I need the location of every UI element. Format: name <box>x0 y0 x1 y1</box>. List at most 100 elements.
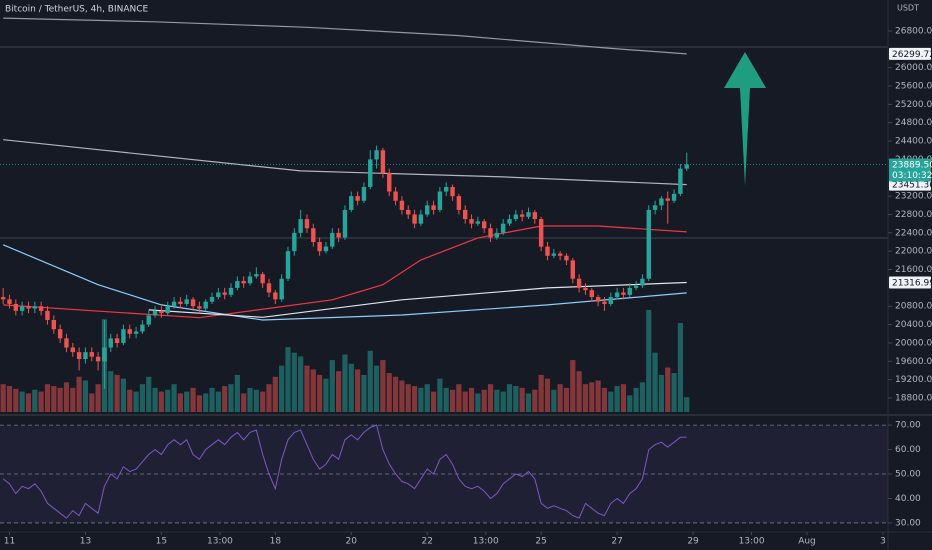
volume-bar <box>481 389 487 412</box>
volume-bar <box>506 384 513 412</box>
candle-body <box>83 352 88 360</box>
y-tick-label: 25600.00 <box>895 82 932 92</box>
candle-body <box>418 214 424 224</box>
candle-body <box>463 209 468 220</box>
volume-bar <box>184 391 190 412</box>
x-tick-label: 22 <box>422 537 433 547</box>
candle-body <box>519 214 525 217</box>
candle-body <box>456 196 462 210</box>
candle-body <box>266 283 272 293</box>
price-label-box <box>889 276 931 289</box>
moving-average <box>3 139 687 186</box>
price-label: 23451.36 <box>892 181 932 191</box>
volume-bar <box>646 310 652 412</box>
candle-body <box>646 209 651 279</box>
volume-bar <box>443 387 449 412</box>
price-label: 26299.72 <box>892 50 932 60</box>
volume-bar <box>355 369 361 412</box>
volume-bar <box>658 374 665 412</box>
price-label-box <box>889 178 931 191</box>
volume-bar <box>336 371 342 412</box>
candle-body <box>57 329 63 339</box>
candle-body <box>260 274 265 284</box>
volume-bar <box>551 389 557 412</box>
candle-body <box>51 320 56 330</box>
candle-body <box>488 228 493 238</box>
candle-body <box>95 356 101 362</box>
candle-body <box>292 232 297 252</box>
volume-bar <box>525 393 532 412</box>
price-label-box <box>889 47 931 60</box>
x-tick-label: 20 <box>346 537 358 547</box>
y-tick-label: 40.00 <box>895 494 921 504</box>
volume-bar <box>519 387 525 412</box>
volume-bar <box>329 360 335 412</box>
volume-bar <box>405 384 411 412</box>
volume-bar <box>63 382 70 412</box>
candle-body <box>583 287 588 291</box>
candle-body <box>203 301 208 309</box>
candle-body <box>538 219 544 247</box>
candle-body <box>152 310 158 316</box>
candle-body <box>146 315 151 325</box>
volume-bar <box>456 384 462 412</box>
x-tick-label: Aug <box>798 537 816 547</box>
last-price-label: 23889.50 <box>892 161 932 171</box>
candle-body <box>481 221 487 229</box>
volume-bar <box>310 369 316 412</box>
candle-body <box>26 306 31 309</box>
candle-body <box>475 221 481 224</box>
volume-bar <box>234 374 240 412</box>
volume-bar <box>57 387 63 412</box>
volume-bar <box>348 363 354 412</box>
volume-bar <box>411 386 418 412</box>
y-tick-label: 30.00 <box>895 518 921 528</box>
chart-title: Bitcoin / TetherUS, 4h, BINANCE <box>5 5 149 15</box>
volume-bar <box>38 391 44 412</box>
volume-bar <box>19 391 25 412</box>
volume-bar <box>70 387 76 412</box>
volume-bar <box>209 387 215 412</box>
candle-body <box>494 232 500 238</box>
y-tick-label: 50.00 <box>895 470 921 480</box>
candle-body <box>570 260 576 279</box>
x-tick-label: 13:00 <box>739 537 765 547</box>
candle-body <box>190 299 196 307</box>
candle-body <box>7 299 12 304</box>
volume-bar <box>228 384 234 412</box>
volume-bar <box>0 384 6 412</box>
y-tick-label: 22000.00 <box>895 247 932 257</box>
volume-bar <box>430 391 437 412</box>
up-arrow <box>724 52 766 186</box>
candle-body <box>165 306 170 314</box>
candle-body <box>678 168 683 194</box>
candle-body <box>589 290 594 298</box>
candle-body <box>469 219 474 224</box>
candle-body <box>102 347 107 362</box>
candle-body <box>564 255 569 261</box>
candle-body <box>254 274 259 277</box>
x-tick-label: 3 <box>880 537 886 547</box>
volume-bar <box>165 389 171 412</box>
volume-bar <box>215 391 221 412</box>
volume-bar <box>544 378 551 412</box>
y-tick-label: 25200.00 <box>895 100 932 110</box>
volume-bar <box>133 391 139 412</box>
volume-bar <box>582 384 589 412</box>
moving-average <box>3 17 687 55</box>
candle-body <box>178 301 183 304</box>
candle-body <box>108 338 113 348</box>
candle-body <box>133 331 139 334</box>
volume-bar <box>557 384 563 412</box>
candle-body <box>368 159 373 187</box>
volume-bar <box>677 322 683 412</box>
volume-bar <box>399 380 405 412</box>
candle-body <box>247 276 253 284</box>
volume-bar <box>487 384 494 412</box>
volume-bar <box>203 393 209 412</box>
candle-body <box>526 212 531 217</box>
x-tick-label: 11 <box>4 537 15 547</box>
candle-body <box>659 198 664 206</box>
plot-layer: 18800.00 19200.00 19600.00 20000.00 20400.00… <box>0 17 932 547</box>
candle-body <box>64 338 69 348</box>
